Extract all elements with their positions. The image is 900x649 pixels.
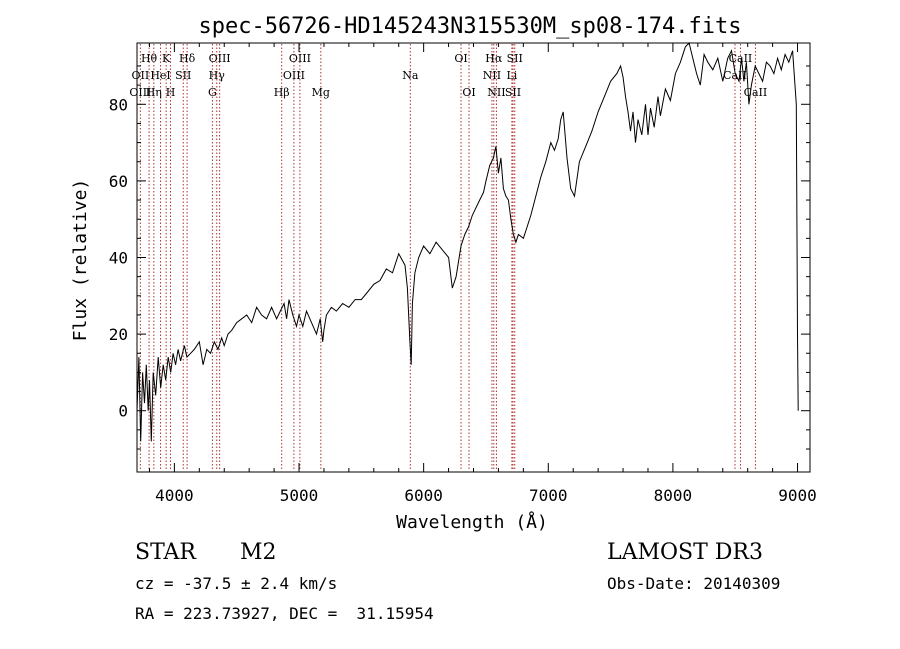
x-tick-label-9000: 9000: [778, 486, 817, 505]
line-label-1: K: [162, 52, 171, 65]
spectrum-line: [136, 42, 799, 442]
y-tick-label-20: 20: [109, 325, 128, 344]
line-label-20: H: [166, 86, 176, 99]
line-label-18: OIII: [129, 86, 151, 99]
line-label-12: Hγ: [209, 69, 226, 82]
line-label-7: SII: [507, 52, 523, 65]
line-label-14: Na: [402, 69, 419, 82]
observation-date: Obs-Date: 20140309: [607, 574, 781, 593]
object-class: STAR: [135, 540, 196, 565]
chart-title: spec-56726-HD145243N315530M_sp08-174.fit…: [198, 14, 741, 39]
line-label-3: OIII: [209, 52, 231, 65]
line-label-0: Hθ: [141, 52, 158, 65]
x-axis-ticks: 4000 5000 6000 7000 8000 9000: [148, 43, 817, 505]
line-label-13: OIII: [283, 69, 305, 82]
x-tick-label-4000: 4000: [155, 486, 194, 505]
line-label-17: CaII: [723, 69, 747, 82]
emission-line-labels: Hθ K Hδ OIII OIII OI Hα SII CaII OII HeI SII Hγ OIII N…: [129, 52, 767, 99]
line-label-16: Li: [506, 69, 517, 82]
line-label-9: OII: [132, 69, 150, 82]
y-tick-label-40: 40: [109, 249, 128, 268]
line-label-25: NII: [487, 86, 505, 99]
line-label-23: Mg: [312, 86, 330, 99]
x-tick-label-6000: 6000: [404, 486, 443, 505]
line-label-5: OI: [454, 52, 467, 65]
plot-frame: [136, 42, 811, 473]
survey-name: LAMOST DR3: [607, 540, 763, 565]
line-label-19: Hη: [146, 86, 162, 99]
line-label-10: HeI: [150, 69, 170, 82]
y-tick-label-60: 60: [109, 172, 128, 191]
line-label-8: CaII: [729, 52, 753, 65]
y-axis-label: Flux (relative): [70, 179, 91, 342]
x-tick-label-7000: 7000: [529, 486, 568, 505]
line-label-11: SII: [175, 69, 191, 82]
x-tick-label-5000: 5000: [280, 486, 319, 505]
y-tick-label-80: 80: [109, 95, 128, 114]
line-label-6: Hα: [485, 52, 503, 65]
line-label-4: OIII: [289, 52, 311, 65]
line-label-15: NII: [483, 69, 501, 82]
line-label-27: CaII: [744, 86, 768, 99]
line-label-21: G: [208, 86, 217, 99]
line-label-22: Hβ: [274, 86, 290, 99]
x-axis-label: Wavelength (Å): [396, 511, 548, 533]
redshift-cz: cz = -37.5 ± 2.4 km/s: [135, 574, 338, 593]
line-label-26: SII: [505, 86, 521, 99]
line-label-24: OI: [462, 86, 475, 99]
line-label-2: Hδ: [179, 52, 196, 65]
coordinates: RA = 223.73927, DEC = 31.15954: [135, 604, 434, 623]
x-tick-label-8000: 8000: [654, 486, 693, 505]
emission-line-markers: [139, 44, 756, 471]
y-tick-label-0: 0: [118, 402, 128, 421]
y-axis-ticks: 0 20 40 60 80: [109, 65, 810, 450]
object-subclass: M2: [240, 540, 277, 565]
